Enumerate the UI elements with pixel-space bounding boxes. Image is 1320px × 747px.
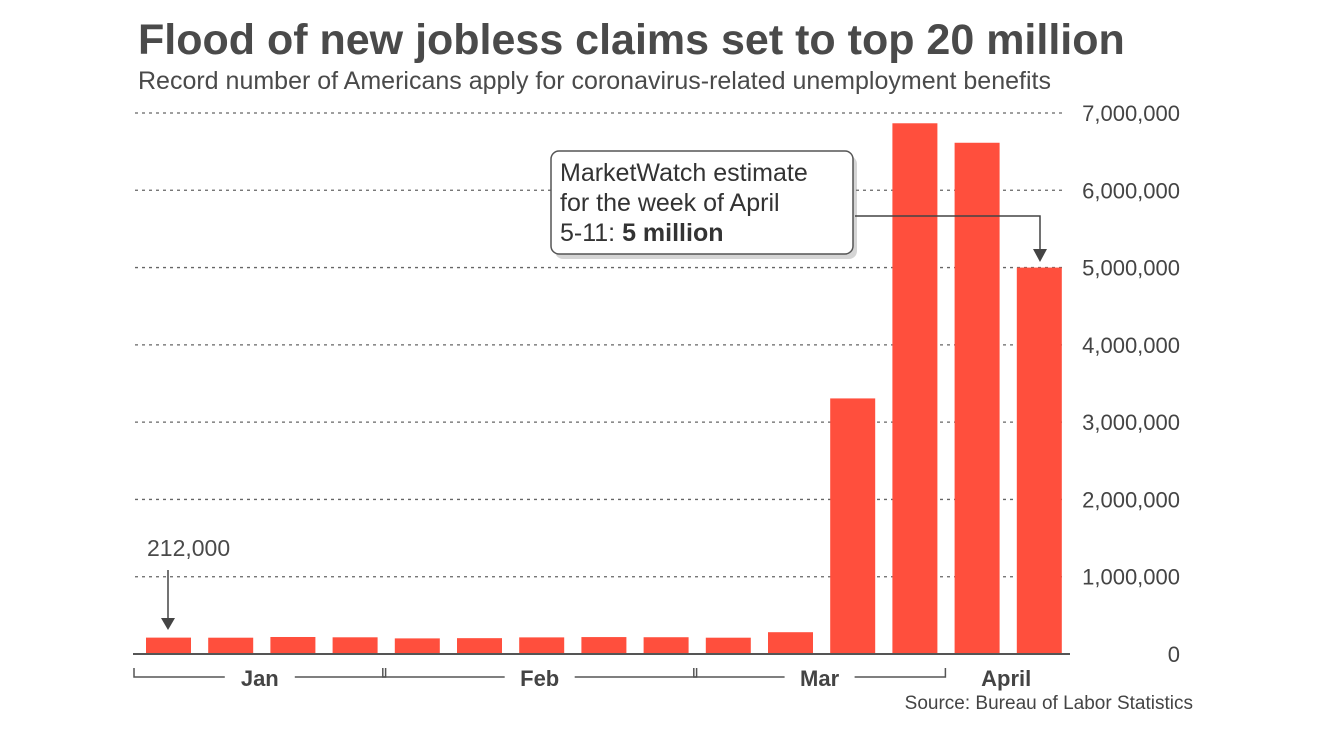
month-bracket-left — [693, 668, 785, 678]
month-bracket-right — [574, 668, 698, 678]
source-note: Source: Bureau of Labor Statistics — [905, 693, 1193, 714]
chart-subtitle: Record number of Americans apply for cor… — [138, 67, 1051, 95]
y-tick-label: 0 — [1168, 642, 1180, 667]
bar — [1016, 267, 1062, 654]
bar — [768, 632, 813, 654]
y-tick-label: 3,000,000 — [1082, 410, 1180, 435]
bar — [643, 637, 689, 654]
arrow-down-icon — [161, 570, 175, 630]
month-label: April — [981, 666, 1031, 691]
y-tick-label: 2,000,000 — [1082, 487, 1180, 512]
month-bracket-left — [382, 668, 505, 678]
svg-text:MarketWatch estimate: MarketWatch estimate — [560, 159, 808, 187]
month-bracket-right — [294, 668, 387, 678]
svg-text:5-11: 5 million: 5-11: 5 million — [560, 219, 723, 247]
callout-line-3: 5-11: — [560, 219, 622, 247]
month-brackets: Jan Feb Mar April — [133, 666, 1031, 691]
bar — [892, 123, 938, 655]
callout-line-2: for the week of April — [560, 189, 780, 217]
bar — [394, 638, 440, 654]
bar — [332, 637, 378, 654]
first-value-label: 212,000 — [147, 535, 230, 561]
callout-bold-value: 5 million — [622, 219, 723, 247]
gridlines — [135, 112, 1066, 578]
svg-text:for the week of April: for the week of April — [560, 189, 780, 217]
month-label: Jan — [241, 666, 279, 691]
y-tick-label: 4,000,000 — [1082, 333, 1180, 358]
y-tick-label: 7,000,000 — [1082, 101, 1180, 126]
month-bracket-right — [854, 668, 947, 678]
bar — [146, 637, 191, 654]
month-label: Feb — [520, 666, 559, 691]
bars — [146, 123, 1062, 655]
month-bracket-left — [133, 668, 225, 678]
bar — [208, 637, 254, 654]
bar — [457, 638, 502, 654]
bar — [581, 637, 627, 654]
bar — [705, 637, 751, 654]
bar — [519, 637, 565, 654]
month-label: Mar — [800, 666, 840, 691]
callout-arrow-icon — [855, 215, 1047, 262]
callout-line-1: MarketWatch estimate — [560, 159, 808, 187]
bar — [270, 636, 316, 654]
y-tick-label: 1,000,000 — [1082, 565, 1180, 590]
y-axis-labels: 0 1,000,000 2,000,000 3,000,000 4,000,000 5,0… — [1082, 101, 1180, 667]
chart-title: Flood of new jobless claims set to top 2… — [138, 16, 1125, 64]
bar — [830, 398, 876, 654]
bar — [954, 142, 1000, 654]
estimate-callout: MarketWatch estimate for the week of Apr… — [550, 150, 857, 259]
y-tick-label: 6,000,000 — [1082, 178, 1180, 203]
y-tick-label: 5,000,000 — [1082, 256, 1180, 281]
